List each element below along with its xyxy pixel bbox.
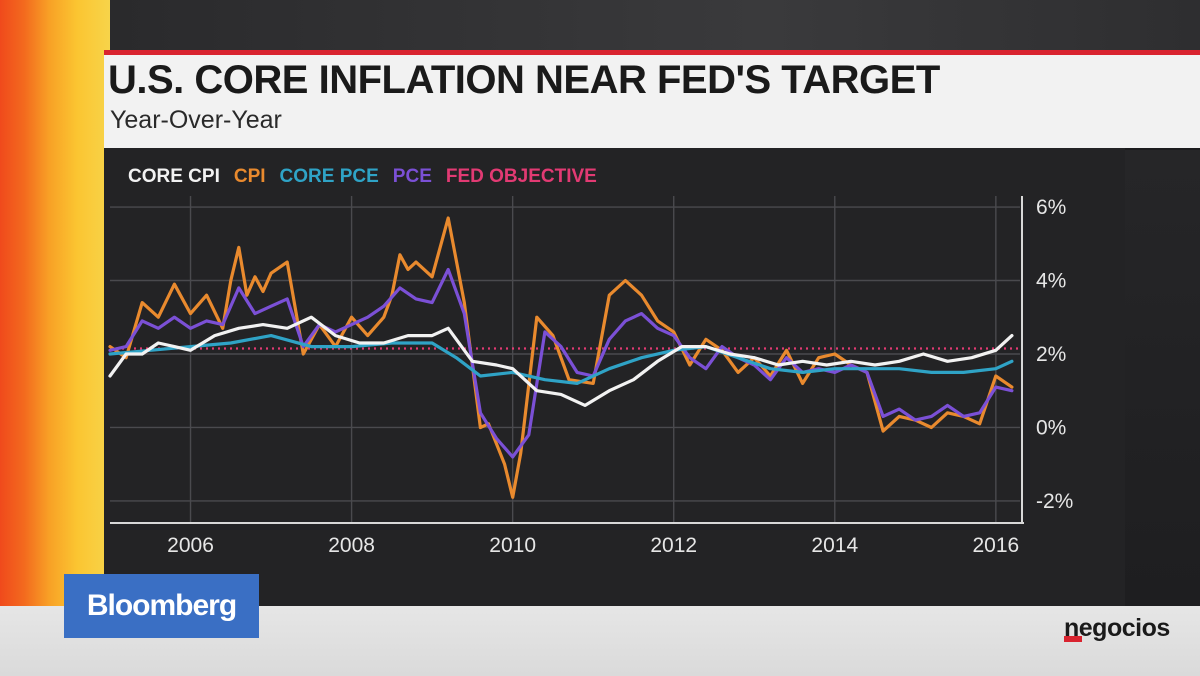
chart-title: U.S. CORE INFLATION NEAR FED'S TARGET [108,58,940,102]
x-tick-label: 2006 [167,534,214,557]
background-top-band [110,0,1200,52]
y-tick-label: 6% [1036,196,1066,219]
grid [110,196,1020,523]
background-right-panel [1125,150,1200,606]
series-line-core-cpi [108,315,1014,407]
x-tick-label: 2012 [650,534,697,557]
legend-item-cpi: CPI [233,166,266,187]
y-tick-label: 0% [1036,416,1066,439]
y-tick-label: 2% [1036,343,1066,366]
x-tick-label: 2014 [811,534,858,557]
y-tick-label: -2% [1036,490,1073,513]
legend-item-core-cpi: CORE CPI [128,166,220,187]
chart-legend: CORE CPI CPI CORE PCE PCE FED OBJECTIVE [128,166,597,188]
bloomberg-logo: Bloomberg [64,574,259,638]
negocios-logo-mark [1064,636,1082,642]
title-red-rule [104,50,1200,55]
legend-item-pce: PCE [392,166,432,187]
x-tick-label: 2008 [328,534,375,557]
legend-item-core-pce: CORE PCE [279,166,379,187]
title-panel [104,55,1200,148]
chart-subtitle: Year-Over-Year [110,106,282,134]
legend-item-fed-objective: FED OBJECTIVE [445,166,597,187]
y-tick-label: 4% [1036,270,1066,293]
x-tick-label: 2016 [972,534,1019,557]
axes: 6% 4% 2% 0% -2% 2006 2008 2010 2012 2014 2016 [110,196,1073,557]
series-line-core-pce [108,334,1014,385]
chart-panel [104,148,1125,606]
series-line-cpi [108,216,1014,499]
x-tick-label: 2010 [489,534,536,557]
negocios-logo: negocios [1064,614,1170,642]
series-lines [108,216,1014,499]
background-accent-strip [0,0,110,606]
